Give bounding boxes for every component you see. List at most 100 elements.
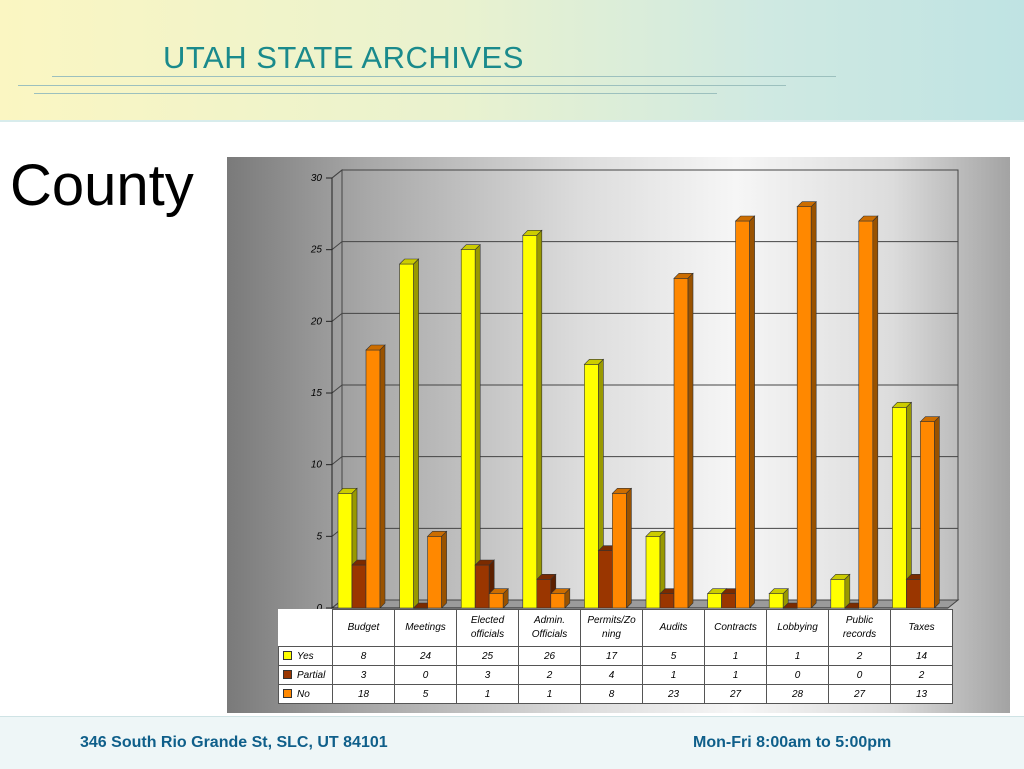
category-label-line: records <box>842 629 877 640</box>
y-tick-label: 5 <box>316 531 322 542</box>
bar-no <box>920 421 935 609</box>
data-label: 27 <box>704 684 767 704</box>
bar-side <box>379 344 386 609</box>
header-rule-line <box>18 85 786 86</box>
y-tick-label: 0 <box>316 603 322 614</box>
bar-no <box>365 349 381 609</box>
category-label: Contracts <box>704 609 767 647</box>
bar-no <box>427 536 442 609</box>
category-label-line: Meetings <box>405 622 446 633</box>
data-label: 5 <box>642 646 705 666</box>
data-label: 1 <box>704 665 767 685</box>
category-label-line: Admin. <box>533 615 566 626</box>
data-label: 0 <box>828 665 891 685</box>
header-rule-line <box>34 93 717 94</box>
data-label: 25 <box>456 646 519 666</box>
footer-hours: Mon-Fri 8:00am to 5:00pm <box>693 734 892 751</box>
category-label: Lobbying <box>766 609 829 647</box>
data-label: 1 <box>704 646 767 666</box>
data-label: 8 <box>580 684 643 704</box>
bar-no <box>488 593 504 609</box>
bar-side <box>536 229 543 609</box>
series-name: Partial <box>297 669 326 681</box>
bar-partial <box>906 579 921 609</box>
series-name: Yes <box>297 650 314 662</box>
table-header-row: Budget Meetings Elected officials Admin. Offi… <box>279 609 953 647</box>
category-label-line: Lobbying <box>777 622 818 633</box>
legend-swatch <box>283 689 292 699</box>
header-band: UTAH STATE ARCHIVES <box>0 0 1024 120</box>
data-label: 28 <box>766 684 829 704</box>
bar-yes <box>768 593 784 609</box>
category-label: Admin. Officials <box>518 609 581 647</box>
bar-partial <box>351 564 367 609</box>
gridline-side <box>331 169 343 179</box>
bar-no <box>673 278 689 609</box>
category-label: Taxes <box>890 609 953 647</box>
category-label-line: Budget <box>347 622 380 633</box>
bar-yes <box>399 263 414 609</box>
bar-side <box>626 487 632 609</box>
page-heading: County <box>10 153 194 218</box>
bar-partial <box>721 593 736 609</box>
bar-yes <box>707 593 722 609</box>
table-corner <box>279 610 333 647</box>
bar-no <box>858 220 874 609</box>
bar-side <box>749 215 755 609</box>
bar-yes <box>337 493 353 609</box>
series-label: Partial <box>278 665 333 685</box>
table-row-partial: Partial 3 0 3 2 4 1 1 0 0 2 <box>278 665 953 685</box>
gridline-side <box>331 384 343 394</box>
series-name: No <box>297 688 310 700</box>
header-rule-line <box>52 76 836 77</box>
series-label: No <box>278 684 333 704</box>
bar-no <box>612 493 627 609</box>
bar-yes <box>460 249 476 609</box>
data-label: 1 <box>766 646 829 666</box>
bar-side <box>872 215 879 609</box>
bar-yes <box>892 407 907 609</box>
bar-yes <box>830 579 846 609</box>
bar-side <box>441 530 447 609</box>
bar-side <box>687 272 694 609</box>
table-row-no: No 18 5 1 1 8 23 27 28 27 13 <box>278 684 953 704</box>
bar-side <box>844 573 851 609</box>
y-tick-label: 15 <box>311 388 323 399</box>
bar-partial <box>659 593 675 609</box>
data-label: 2 <box>828 646 891 666</box>
table-row-yes: Yes 8 24 25 26 17 5 1 1 2 14 <box>278 646 953 666</box>
data-label: 2 <box>518 665 581 685</box>
category-label-line: Permits/Zo <box>587 615 636 626</box>
data-label: 8 <box>332 646 395 666</box>
gridline-side <box>331 241 343 251</box>
data-label: 3 <box>332 665 395 685</box>
legend-swatch <box>283 670 292 680</box>
category-label-line: Audits <box>659 622 688 633</box>
data-label: 13 <box>890 684 953 704</box>
data-label: 1 <box>518 684 581 704</box>
bar-side <box>564 587 571 609</box>
category-label: Budget <box>332 609 395 647</box>
category-label-line: ning <box>602 629 621 640</box>
legend-swatch <box>283 651 292 661</box>
data-label: 24 <box>394 646 457 666</box>
chart-data-table: Budget Meetings Elected officials Admin. Offi… <box>278 609 953 704</box>
data-label: 18 <box>332 684 395 704</box>
gridline-side <box>331 456 343 466</box>
bar-yes <box>584 364 599 609</box>
bar-no <box>550 593 566 609</box>
data-label: 26 <box>518 646 581 666</box>
data-label: 23 <box>642 684 705 704</box>
bar-chart: 0 5 10 15 20 25 30 <box>310 168 960 614</box>
bar-side <box>934 415 940 609</box>
data-label: 5 <box>394 684 457 704</box>
bar-partial <box>598 550 613 609</box>
data-label: 14 <box>890 646 953 666</box>
y-tick-label: 10 <box>311 460 323 471</box>
data-label: 0 <box>766 665 829 685</box>
bar-side <box>413 258 419 609</box>
header-separator <box>0 120 1024 122</box>
data-label: 3 <box>456 665 519 685</box>
series-label: Yes <box>278 646 333 666</box>
bar-partial <box>536 579 552 609</box>
